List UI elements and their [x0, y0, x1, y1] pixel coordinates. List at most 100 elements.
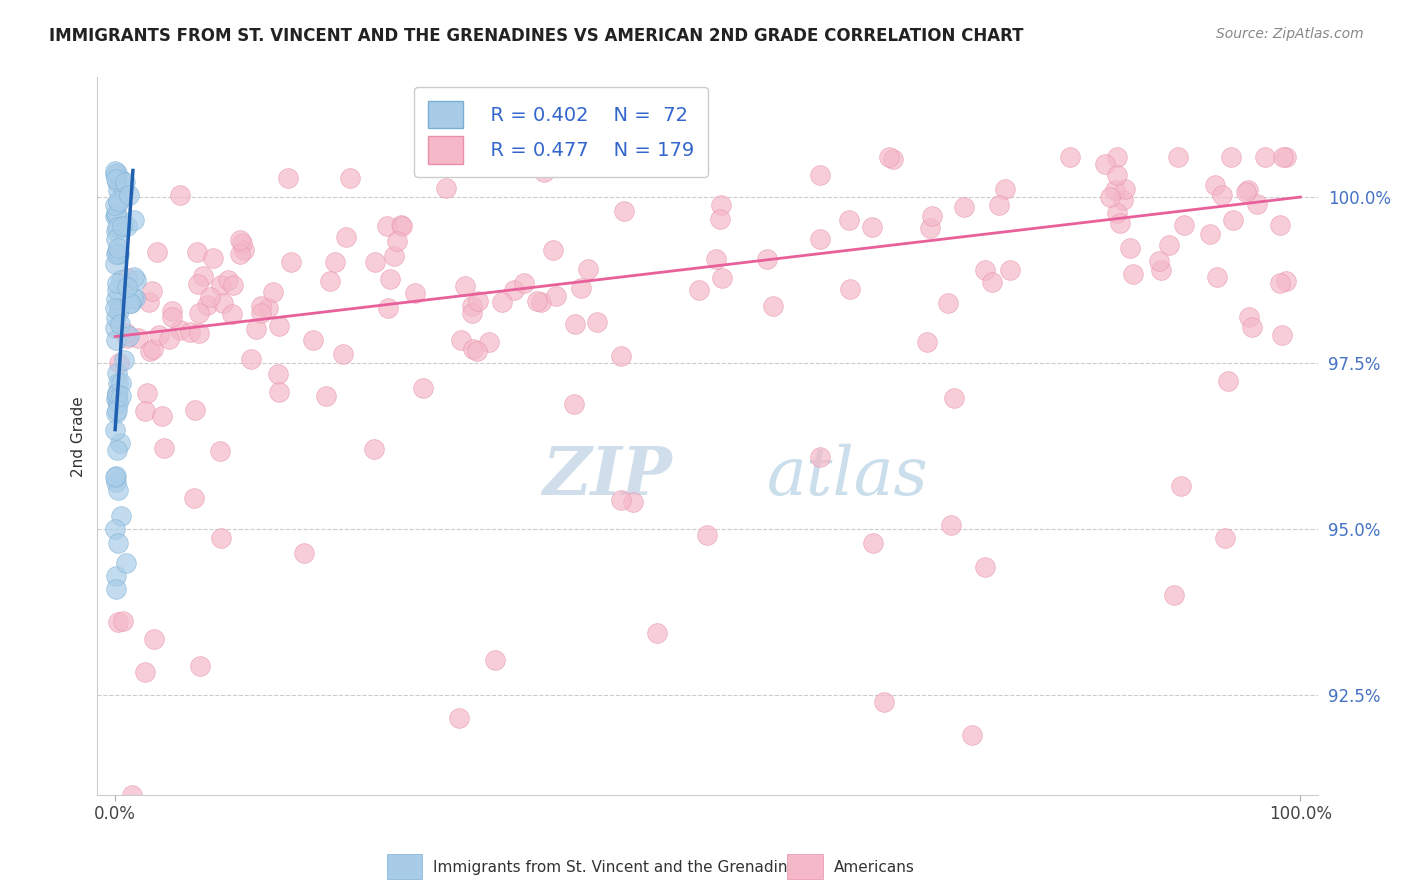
Point	[117, 270, 139, 285]
Point	[915, 334, 938, 349]
Point	[183, 491, 205, 505]
Point	[118, 188, 141, 202]
Point	[623, 495, 645, 509]
Point	[217, 273, 239, 287]
Point	[105, 175, 128, 189]
Point	[104, 333, 127, 347]
Point	[960, 728, 983, 742]
Point	[1211, 187, 1233, 202]
Point	[107, 615, 129, 629]
Point	[332, 347, 354, 361]
Point	[513, 277, 536, 291]
Point	[696, 528, 718, 542]
Point	[138, 295, 160, 310]
Point	[105, 469, 128, 483]
Point	[107, 301, 129, 316]
Point	[141, 285, 163, 299]
Point	[108, 247, 131, 261]
Point	[105, 367, 128, 381]
Point	[613, 203, 636, 218]
Point	[105, 224, 128, 238]
Point	[467, 293, 489, 308]
Point	[688, 283, 710, 297]
Point	[105, 392, 128, 406]
Point	[461, 300, 484, 314]
Point	[134, 404, 156, 418]
Point	[1206, 270, 1229, 285]
Point	[873, 694, 896, 708]
Point	[952, 200, 974, 214]
Point	[250, 300, 273, 314]
Point	[112, 182, 135, 196]
Point	[105, 386, 128, 401]
Point	[478, 334, 501, 349]
Point	[150, 409, 173, 424]
Point	[585, 316, 607, 330]
Point	[323, 255, 346, 269]
Point	[107, 483, 129, 497]
Point	[1173, 218, 1195, 232]
Point	[127, 331, 149, 345]
Point	[450, 334, 472, 348]
Point	[112, 353, 135, 368]
Point	[108, 436, 131, 450]
Point	[107, 376, 129, 390]
Point	[108, 317, 131, 331]
Point	[389, 219, 412, 233]
Point	[382, 249, 405, 263]
Point	[105, 386, 128, 401]
Point	[198, 290, 221, 304]
Point	[756, 252, 779, 266]
Point	[112, 614, 135, 628]
Point	[434, 180, 457, 194]
Point	[139, 343, 162, 358]
Point	[118, 328, 141, 343]
Point	[117, 280, 139, 294]
Point	[117, 219, 139, 234]
Point	[1199, 227, 1222, 242]
Point	[104, 469, 127, 483]
Point	[193, 268, 215, 283]
Point	[998, 263, 1021, 277]
Point	[1271, 328, 1294, 343]
Point	[111, 219, 134, 234]
Point	[980, 275, 1002, 289]
Point	[110, 508, 132, 523]
Point	[526, 293, 548, 308]
Point	[454, 279, 477, 293]
Point	[104, 167, 127, 181]
Point	[762, 299, 785, 313]
Point	[363, 442, 385, 456]
Point	[125, 273, 148, 287]
Point	[202, 251, 225, 265]
Point	[108, 304, 131, 318]
Point	[186, 244, 208, 259]
Point	[104, 522, 127, 536]
Point	[1119, 241, 1142, 255]
Point	[704, 252, 727, 266]
Point	[1105, 168, 1128, 182]
Point	[105, 582, 128, 596]
Point	[118, 295, 141, 310]
Point	[1240, 320, 1263, 334]
Point	[1213, 531, 1236, 545]
Point	[114, 556, 136, 570]
Point	[1271, 150, 1294, 164]
Point	[105, 310, 128, 325]
Point	[107, 396, 129, 410]
Point	[1094, 157, 1116, 171]
Point	[245, 322, 267, 336]
Point	[160, 304, 183, 318]
Point	[882, 152, 904, 166]
Point	[1268, 218, 1291, 232]
Point	[105, 569, 128, 583]
Point	[105, 245, 128, 260]
Point	[221, 307, 243, 321]
Point	[808, 232, 831, 246]
Point	[315, 389, 337, 403]
Point	[1275, 150, 1298, 164]
Point	[1107, 150, 1129, 164]
Point	[541, 243, 564, 257]
Point	[135, 386, 157, 401]
Text: Americans: Americans	[834, 860, 915, 874]
